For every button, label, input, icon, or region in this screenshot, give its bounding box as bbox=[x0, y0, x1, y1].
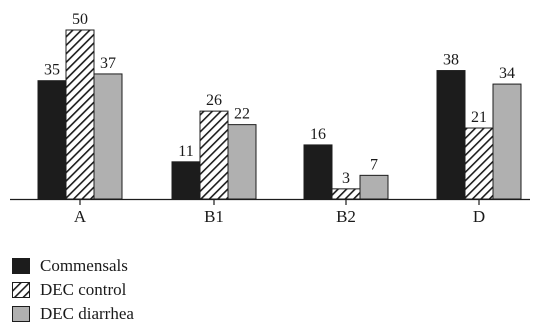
legend-label-commensals: Commensals bbox=[40, 256, 128, 275]
data-label-dec-control-a: 50 bbox=[72, 11, 88, 28]
legend-label-dec-control: DEC control bbox=[40, 280, 127, 299]
data-label-dec-control-d: 21 bbox=[471, 109, 487, 126]
bar-dec-control-b2 bbox=[331, 188, 361, 200]
bar-commensals-a bbox=[37, 80, 67, 200]
data-label-dec-control-b2: 3 bbox=[342, 170, 350, 187]
legend-item-commensals: Commensals bbox=[12, 254, 134, 278]
legend-swatch-commensals bbox=[12, 258, 30, 274]
bar-dec-diarrhea-a bbox=[93, 73, 123, 200]
bar-dec-diarrhea-d bbox=[492, 83, 522, 200]
data-label-dec-diarrhea-b2: 7 bbox=[370, 156, 378, 173]
data-label-commensals-b2: 16 bbox=[310, 126, 326, 143]
legend-item-dec-diarrhea: DEC diarrhea bbox=[12, 302, 134, 326]
data-label-commensals-a: 35 bbox=[44, 62, 60, 79]
bar-dec-control-b1 bbox=[199, 110, 229, 200]
legend-swatch-dec-control bbox=[12, 282, 30, 298]
x-tick-label-a: A bbox=[74, 207, 87, 226]
data-label-commensals-b1: 11 bbox=[178, 143, 193, 160]
bar-dec-control-d bbox=[464, 127, 494, 200]
x-tick-label-d: D bbox=[473, 207, 485, 226]
data-label-dec-diarrhea-b1: 22 bbox=[234, 106, 250, 123]
x-tick-label-b1: B1 bbox=[204, 207, 224, 226]
bar-commensals-b2 bbox=[303, 144, 333, 200]
data-label-commensals-d: 38 bbox=[443, 52, 459, 69]
data-label-dec-control-b1: 26 bbox=[206, 92, 222, 109]
bar-dec-control-a bbox=[65, 29, 95, 200]
data-label-dec-diarrhea-a: 37 bbox=[100, 55, 116, 72]
legend: Commensals DEC control DEC diarrhea bbox=[12, 254, 134, 326]
legend-label-dec-diarrhea: DEC diarrhea bbox=[40, 304, 134, 323]
x-tick-label-b2: B2 bbox=[336, 207, 356, 226]
bar-commensals-d bbox=[436, 70, 466, 200]
legend-item-dec-control: DEC control bbox=[12, 278, 134, 302]
bar-commensals-b1 bbox=[171, 161, 201, 200]
legend-swatch-dec-diarrhea bbox=[12, 306, 30, 322]
bar-dec-diarrhea-b1 bbox=[227, 124, 257, 200]
bar-dec-diarrhea-b2 bbox=[359, 174, 389, 200]
data-label-dec-diarrhea-d: 34 bbox=[499, 65, 515, 82]
